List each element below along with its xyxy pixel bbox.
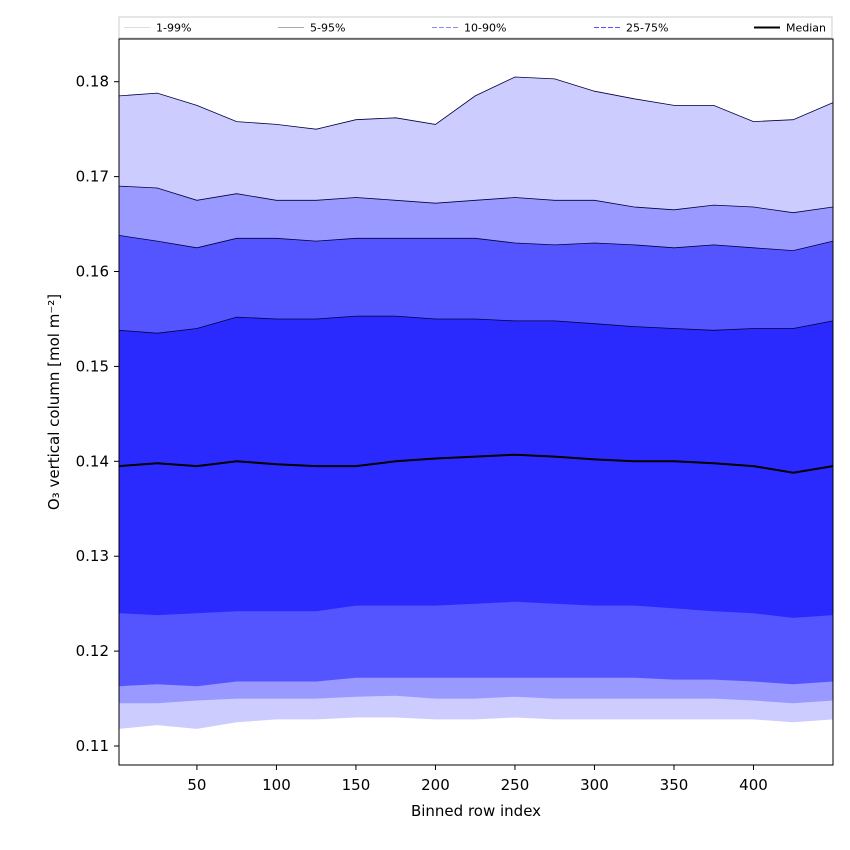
legend-label-1: 5-95% [310, 22, 345, 35]
x-tick-label-7: 400 [739, 776, 768, 794]
band-2-upper-edge [118, 235, 834, 252]
median-layer [118, 453, 834, 474]
x-tick-label-2: 150 [342, 776, 371, 794]
y-tick-label-6: 0.17 [76, 168, 109, 186]
plot-frame [118, 38, 834, 766]
band-3-upper-edge [118, 315, 834, 334]
y-axis: 0.11 0.12 0.13 0.14 0.15 0.16 0.17 0.18 [76, 73, 119, 755]
legend-label-0: 1-99% [156, 22, 191, 35]
x-tick-label-5: 300 [580, 776, 609, 794]
y-axis-label: O₃ vertical column [mol m⁻²] [45, 294, 63, 510]
legend-frame [118, 16, 833, 39]
legend: 1-99% 5-95% 10-90% 25-75% Median [118, 16, 833, 39]
y-tick-label-7: 0.18 [76, 73, 109, 91]
y-tick-label-2: 0.13 [76, 547, 109, 565]
x-axis-label: Binned row index [411, 802, 541, 820]
band-1-upper-edge [118, 185, 834, 214]
x-tick-label-6: 350 [660, 776, 689, 794]
legend-label-4: Median [786, 22, 826, 35]
y-tick-label-3: 0.14 [76, 452, 109, 470]
y-tick-label-4: 0.15 [76, 357, 109, 375]
band-edges-layer [118, 76, 834, 334]
legend-label-2: 10-90% [464, 22, 506, 35]
legend-label-3: 25-75% [626, 22, 668, 35]
band-0-upper-edge [118, 76, 834, 130]
median-line [118, 453, 834, 474]
x-tick-label-1: 100 [262, 776, 291, 794]
x-tick-label-3: 200 [421, 776, 450, 794]
band-3 [119, 316, 833, 618]
x-tick-label-4: 250 [501, 776, 530, 794]
x-axis: 50 100 150 200 250 300 350 400 [187, 765, 768, 794]
y-tick-label-5: 0.16 [76, 263, 109, 281]
y-tick-label-0: 0.11 [76, 737, 109, 755]
bands-layer [119, 77, 833, 729]
y-tick-label-1: 0.12 [76, 642, 109, 660]
x-tick-label-0: 50 [187, 776, 206, 794]
